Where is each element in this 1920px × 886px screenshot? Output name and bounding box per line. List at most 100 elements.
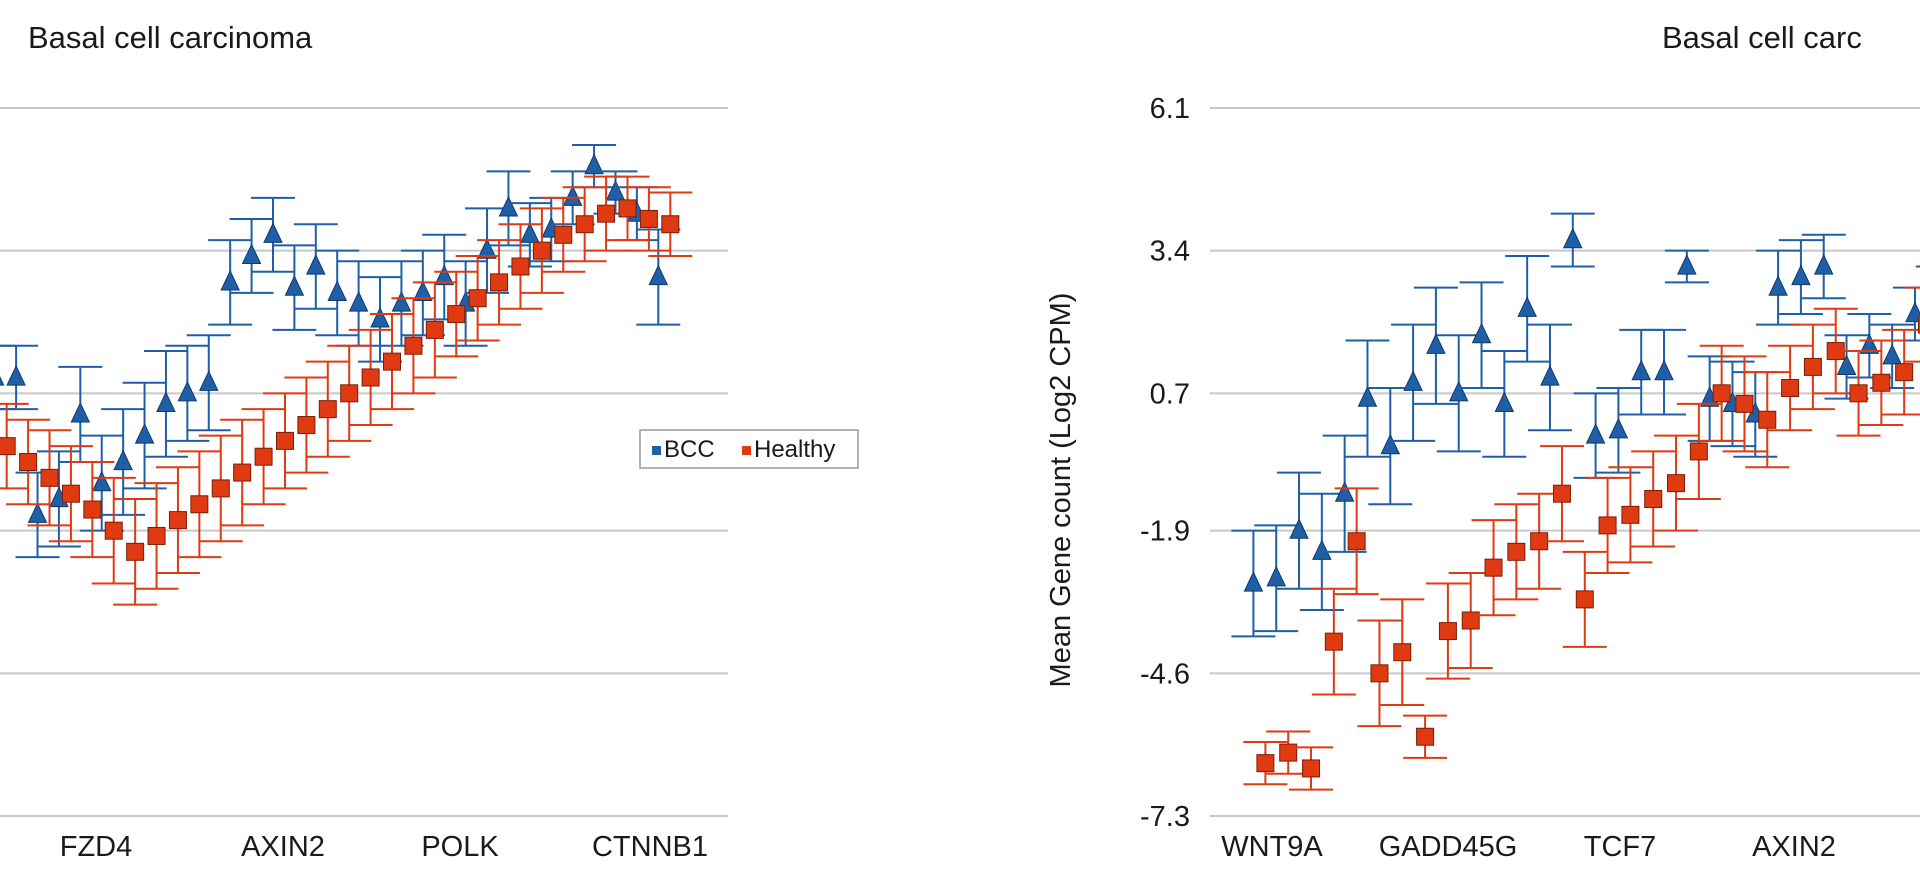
left-x-tick-label: POLK <box>421 831 499 863</box>
right-point-bcc <box>1312 539 1332 560</box>
right-chart-title: Basal cell carc <box>1662 20 1862 55</box>
right-point-bcc <box>1426 333 1446 354</box>
right-point-healthy <box>1461 611 1480 630</box>
left-point-healthy <box>0 437 16 456</box>
left-plot-area <box>0 143 693 606</box>
right-point-bcc <box>1357 386 1378 407</box>
right-y-tick-label: -4.6 <box>1140 658 1190 690</box>
left-point-bcc <box>370 306 390 328</box>
left-point-bcc <box>6 364 26 386</box>
left-point-bcc <box>306 253 326 275</box>
right-point-bcc <box>1608 417 1629 439</box>
left-point-bcc <box>520 222 540 243</box>
right-x-tick-label: AXIN2 <box>1752 831 1836 863</box>
left-point-healthy <box>404 336 423 355</box>
right-series-bcc <box>1231 212 1920 638</box>
left-point-healthy <box>490 273 509 292</box>
right-y-tick-label: 6.1 <box>1150 93 1190 125</box>
right-point-healthy <box>1393 643 1412 662</box>
right-y-tick-label: 3.4 <box>1150 236 1190 268</box>
left-point-healthy <box>147 526 166 545</box>
right-point-bcc <box>1791 264 1811 286</box>
left-point-healthy <box>40 468 59 487</box>
right-errorbar <box>1904 286 1920 363</box>
left-point-bcc <box>284 275 305 296</box>
right-point-bcc <box>1654 359 1674 381</box>
left-point-healthy <box>661 215 680 234</box>
right-point-bcc <box>1813 253 1834 275</box>
left-point-healthy <box>318 400 337 419</box>
left-point-bcc <box>263 222 283 243</box>
left-point-bcc <box>648 264 669 286</box>
left-point-healthy <box>618 199 637 218</box>
right-point-healthy <box>1712 384 1731 403</box>
left-point-healthy <box>233 463 252 482</box>
right-point-healthy <box>1917 315 1920 334</box>
right-point-bcc <box>1540 364 1560 386</box>
right-point-bcc <box>1403 370 1423 391</box>
left-point-healthy <box>361 368 380 387</box>
right-point-bcc <box>1289 518 1309 539</box>
left-point-healthy <box>275 431 294 450</box>
right-y-tick-label: -1.9 <box>1140 516 1190 548</box>
left-point-bcc <box>562 185 583 206</box>
left-point-healthy <box>126 542 145 561</box>
left-point-healthy <box>83 500 102 519</box>
left-x-tick-label: CTNNB1 <box>592 831 708 863</box>
right-point-healthy <box>1621 505 1640 524</box>
left-point-healthy <box>297 416 316 435</box>
left-point-healthy <box>340 384 359 403</box>
left-point-healthy <box>168 511 187 530</box>
legend-marker-healthy <box>742 446 751 455</box>
right-point-bcc <box>1677 253 1697 275</box>
right-chart-panel: Basal cell carc -7.3 -4.6 -1.9 0.7 3.4 6.1 Me… <box>1045 20 1920 863</box>
left-point-bcc <box>0 376 5 386</box>
left-point-bcc <box>177 380 198 402</box>
right-point-bcc <box>1334 481 1355 502</box>
left-point-bcc <box>134 423 155 444</box>
left-point-bcc <box>434 264 455 286</box>
left-point-healthy <box>190 495 209 514</box>
left-series-healthy <box>0 175 693 606</box>
left-point-healthy <box>597 204 616 223</box>
right-y-tick-labels: -7.3 -4.6 -1.9 0.7 3.4 6.1 <box>1140 93 1190 833</box>
left-series-bcc <box>0 143 681 559</box>
left-point-healthy <box>511 257 530 276</box>
right-x-tick-label: TCF7 <box>1584 831 1657 863</box>
left-point-healthy <box>447 305 466 324</box>
right-point-healthy <box>1781 379 1800 398</box>
right-point-healthy <box>1302 759 1321 778</box>
left-point-healthy <box>532 241 551 260</box>
left-point-bcc <box>241 243 262 265</box>
left-point-bcc <box>391 290 412 312</box>
left-point-bcc <box>413 280 433 302</box>
right-point-bcc <box>1836 354 1857 375</box>
right-point-healthy <box>1895 363 1914 382</box>
left-point-healthy <box>383 352 402 371</box>
left-x-tick-labels: FZD4 AXIN2 POLK CTNNB1 <box>60 831 708 863</box>
right-point-healthy <box>1872 373 1891 392</box>
right-point-healthy <box>1507 542 1526 561</box>
left-point-healthy <box>19 453 38 471</box>
right-point-bcc <box>1905 301 1920 323</box>
left-point-bcc <box>70 401 91 423</box>
right-point-healthy <box>1552 484 1571 503</box>
right-point-healthy <box>1438 622 1457 641</box>
right-series-healthy <box>1243 286 1920 791</box>
left-point-healthy <box>425 320 444 339</box>
right-point-bcc <box>1882 343 1902 365</box>
right-point-bcc <box>1517 296 1537 317</box>
right-point-healthy <box>1324 632 1343 651</box>
right-point-healthy <box>1598 516 1617 535</box>
left-point-bcc <box>220 269 240 291</box>
left-x-tick-label: FZD4 <box>60 831 133 863</box>
right-point-healthy <box>1667 474 1686 493</box>
right-point-bcc <box>1494 391 1515 412</box>
left-point-bcc <box>198 370 219 391</box>
right-point-healthy <box>1803 357 1822 376</box>
left-x-tick-label: AXIN2 <box>241 831 325 863</box>
right-point-healthy <box>1279 743 1298 762</box>
left-chart-title: Basal cell carcinoma <box>28 20 313 55</box>
left-point-healthy <box>254 447 273 466</box>
